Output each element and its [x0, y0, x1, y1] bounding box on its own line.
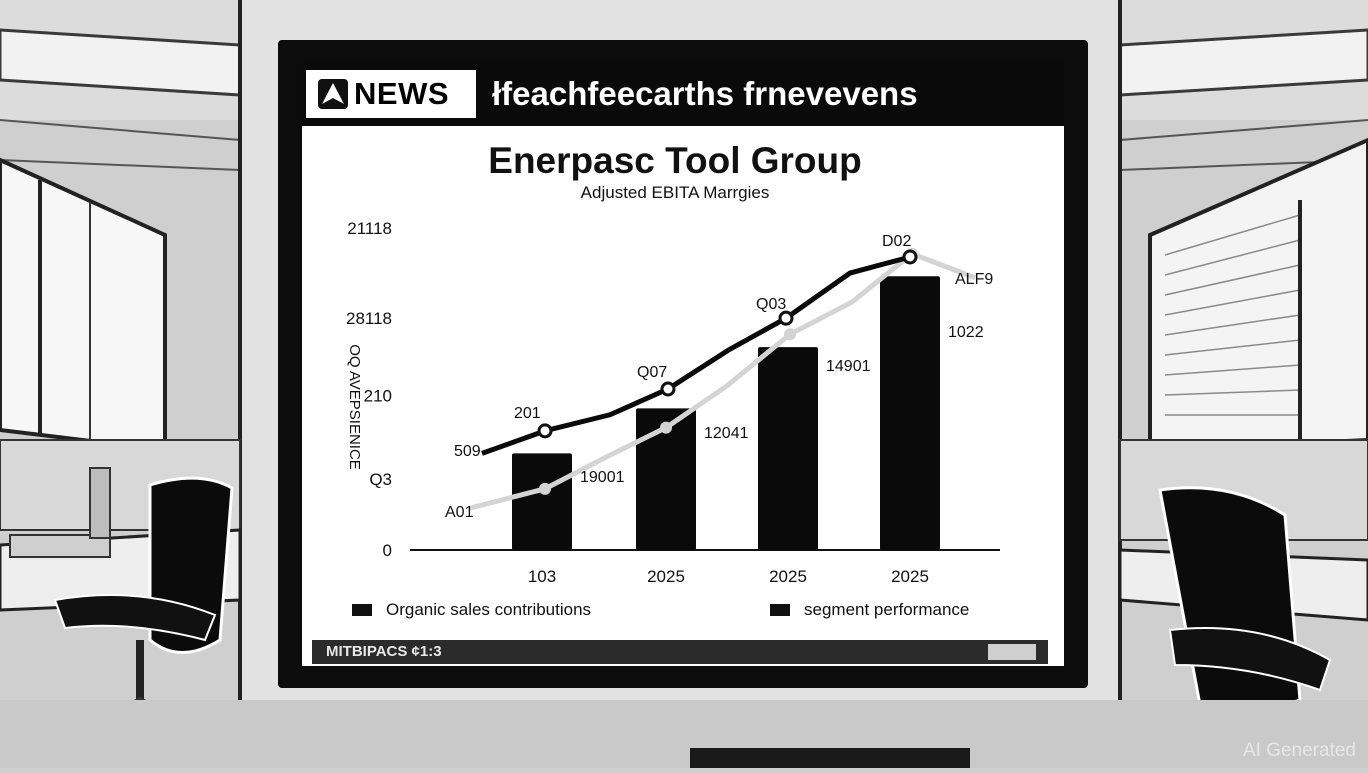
x-tick-label: 103 — [528, 567, 556, 586]
news-logo: NEWS — [306, 70, 476, 118]
series-line-upper — [481, 254, 911, 456]
bar — [758, 347, 818, 550]
point-label-upper: Q03 — [756, 296, 786, 313]
y-tick-label: 0 — [383, 541, 392, 560]
series-point-upper — [778, 310, 794, 326]
point-label-lower: ALF9 — [955, 271, 993, 288]
legend-label-organic: Organic sales contributions — [386, 600, 592, 619]
series-point-upper — [660, 381, 676, 397]
x-tick-label: 2025 — [769, 567, 807, 586]
point-label-lower: 19001 — [580, 469, 625, 486]
legend-swatch-segment — [770, 604, 790, 616]
x-tick-label: 2025 — [891, 567, 929, 586]
point-label-lower: 1022 — [948, 324, 984, 341]
legend-item-organic: Organic sales contributions — [352, 600, 591, 620]
news-logo-icon — [318, 79, 348, 109]
y-tick-label: Q3 — [369, 470, 392, 489]
point-label-upper: 509 — [454, 443, 481, 460]
ticker-badge-icon — [988, 644, 1036, 660]
ticker-text: MITBIPACS ¢1:3 — [326, 643, 442, 660]
series-point-lower — [784, 328, 796, 341]
point-label-lower: A01 — [445, 504, 474, 521]
point-label-lower: 12041 — [704, 425, 749, 442]
y-tick-label: 210 — [364, 386, 392, 405]
bar — [636, 408, 696, 550]
news-headline: łfeachfeecarths frnevevens — [492, 75, 918, 112]
y-tick-label: 21118 — [347, 219, 392, 238]
series-point-upper — [902, 249, 918, 265]
x-tick-label: 2025 — [647, 567, 685, 586]
point-label-upper: 201 — [514, 405, 541, 422]
point-label-lower: 14901 — [826, 358, 871, 375]
news-logo-text: NEWS — [354, 76, 449, 111]
series-point-upper — [537, 423, 553, 439]
series-line-lower — [469, 251, 976, 511]
legend-swatch-organic — [352, 604, 372, 616]
y-tick-label: 28118 — [346, 309, 392, 328]
bar — [880, 276, 940, 550]
point-label-upper: D02 — [882, 233, 911, 250]
series-point-lower — [539, 482, 551, 495]
ticker-bar — [312, 640, 1048, 664]
y-axis-title: OQ AVEPSIENICE — [346, 344, 363, 470]
chart-subtitle: Adjusted EBITA Marrgies — [580, 183, 770, 202]
series-point-lower — [660, 421, 672, 434]
legend-label-segment: segment performance — [804, 600, 970, 619]
bar — [512, 453, 572, 550]
ai-generated-watermark: AI Generated — [1242, 740, 1356, 761]
chart-title: Enerpasc Tool Group — [488, 140, 862, 181]
legend-item-segment: segment performance — [770, 600, 969, 620]
point-label-upper: Q07 — [637, 364, 667, 381]
